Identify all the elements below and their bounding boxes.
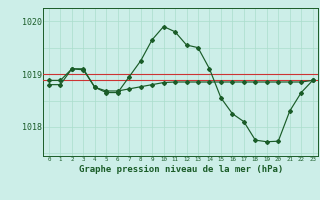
X-axis label: Graphe pression niveau de la mer (hPa): Graphe pression niveau de la mer (hPa): [79, 165, 283, 174]
